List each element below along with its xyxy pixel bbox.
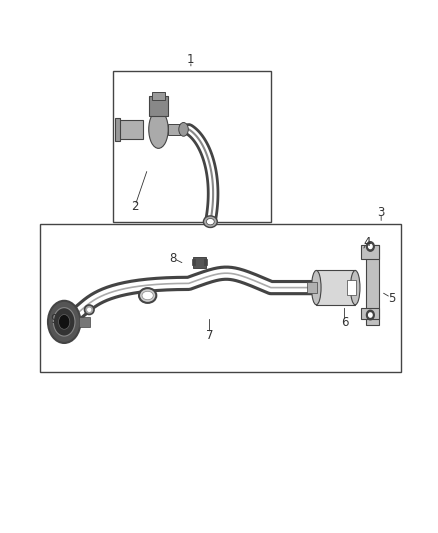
- Bar: [168, 124, 180, 135]
- Bar: [316, 270, 355, 305]
- Bar: [79, 317, 90, 327]
- Ellipse shape: [139, 288, 156, 303]
- Bar: [117, 120, 143, 139]
- Text: 5: 5: [389, 292, 396, 305]
- Ellipse shape: [59, 314, 70, 329]
- Bar: [149, 96, 168, 116]
- Bar: [113, 71, 271, 222]
- Ellipse shape: [85, 305, 94, 314]
- Ellipse shape: [48, 301, 81, 343]
- Text: 3: 3: [378, 206, 385, 219]
- Text: 7: 7: [206, 328, 213, 342]
- Text: 9: 9: [50, 313, 57, 326]
- Bar: [307, 282, 317, 293]
- Bar: [192, 259, 195, 265]
- Ellipse shape: [149, 110, 168, 148]
- Bar: [39, 224, 401, 372]
- Bar: [194, 257, 205, 268]
- Text: 1: 1: [187, 53, 194, 66]
- Ellipse shape: [350, 270, 360, 305]
- Ellipse shape: [53, 308, 75, 336]
- Bar: [361, 245, 379, 259]
- Bar: [152, 92, 165, 100]
- Circle shape: [367, 310, 374, 320]
- Ellipse shape: [87, 307, 92, 312]
- Circle shape: [367, 241, 374, 251]
- Ellipse shape: [206, 219, 214, 225]
- Bar: [346, 280, 356, 295]
- Circle shape: [369, 244, 372, 248]
- Bar: [361, 308, 379, 319]
- Bar: [366, 245, 379, 325]
- Text: 2: 2: [131, 200, 138, 213]
- Text: 4: 4: [363, 236, 371, 249]
- Bar: [204, 259, 207, 265]
- Ellipse shape: [179, 123, 188, 136]
- Ellipse shape: [311, 270, 321, 305]
- Circle shape: [369, 313, 372, 317]
- Text: 6: 6: [341, 317, 348, 329]
- Ellipse shape: [203, 216, 217, 228]
- Text: 8: 8: [169, 252, 177, 264]
- Ellipse shape: [142, 292, 153, 300]
- Bar: [115, 118, 120, 141]
